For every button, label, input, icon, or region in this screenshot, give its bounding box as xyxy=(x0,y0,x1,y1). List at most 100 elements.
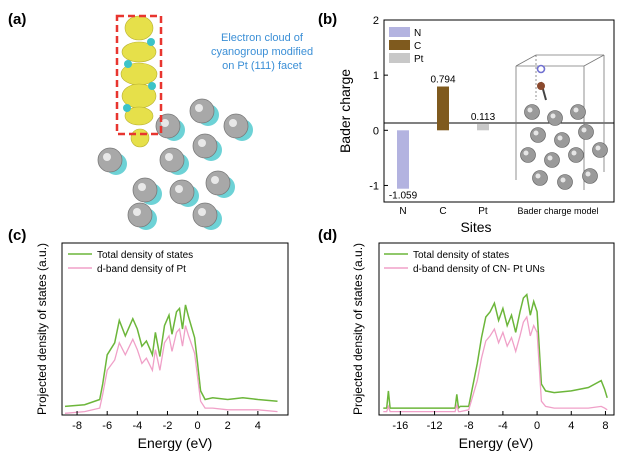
x-tick-label-b: Bader charge model xyxy=(517,206,598,216)
atom-highlight xyxy=(560,177,566,183)
atom-highlight xyxy=(535,173,541,179)
pt-atom-model xyxy=(520,147,536,163)
pt-atom-model xyxy=(544,152,560,168)
series-line-total-d xyxy=(383,293,608,410)
atom-highlight xyxy=(198,139,206,147)
c-atom-model xyxy=(537,82,545,90)
pt-atom xyxy=(223,113,249,139)
bar-value-label: 0.794 xyxy=(430,75,455,86)
cell-edge xyxy=(583,54,605,67)
y-ticks-b: -1 0 1 2 xyxy=(369,15,388,192)
bar-value-label: 0.113 xyxy=(471,112,496,123)
annotation-line-1: Electron cloud of xyxy=(221,32,304,44)
pt-atom xyxy=(169,179,195,205)
plot-frame-c xyxy=(61,242,289,416)
pt-atom xyxy=(189,98,215,124)
series-line-dband-d xyxy=(383,315,608,413)
bar-Pt xyxy=(477,124,489,131)
x-tick-label-b: N xyxy=(399,206,406,217)
cyan-lobe xyxy=(148,82,156,90)
x-ticks-d: -16 -12 -8 -4 0 4 8 xyxy=(392,411,609,432)
pt-atom-model xyxy=(582,168,598,184)
pt-atom-model xyxy=(568,147,584,163)
atom-highlight xyxy=(175,185,183,193)
bar-N xyxy=(397,130,409,189)
annotation-line-3: on Pt (111) facet xyxy=(222,60,302,72)
legend-d: Total density of states d-band density o… xyxy=(384,250,545,275)
x-ticks-c: -8 -6 -4 -2 0 2 4 xyxy=(72,411,261,432)
x-tick-label-d: -8 xyxy=(464,420,474,432)
x-tick-label-c: -2 xyxy=(163,420,173,432)
atom-highlight xyxy=(550,113,556,119)
atom-highlight xyxy=(198,208,206,216)
x-tick-label-d: 0 xyxy=(534,420,540,432)
legend-label-dband-c: d-band density of Pt xyxy=(97,264,186,275)
atom-highlight xyxy=(547,155,553,161)
atom-highlight xyxy=(571,150,577,156)
panel-a-illustration: Electron cloud of cyanogroup modified on… xyxy=(97,14,313,230)
legend-label-b: Pt xyxy=(414,54,424,65)
panel-label-c: (c) xyxy=(8,227,26,244)
pt-atom-model xyxy=(557,174,573,190)
yellow-lobe xyxy=(121,41,157,63)
cyan-lobe xyxy=(123,104,131,112)
atom-highlight xyxy=(523,150,529,156)
x-tick-label-d: 4 xyxy=(568,420,574,432)
cyan-lobe xyxy=(147,38,155,46)
y-axis-label-b: Bader charge xyxy=(337,69,353,153)
atom-highlight xyxy=(595,145,601,151)
legend-label-total-c: Total density of states xyxy=(97,250,193,261)
yellow-lobe xyxy=(124,15,154,41)
atom-highlight xyxy=(103,153,111,161)
x-ticks-b: N C Pt Bader charge model xyxy=(399,206,598,217)
panel-label-a: (a) xyxy=(8,11,26,28)
legend-c: Total density of states d-band density o… xyxy=(68,250,193,275)
pt-atom xyxy=(192,202,218,228)
bar-C xyxy=(437,86,449,131)
legend-label-dband-d: d-band density of CN- Pt UNs xyxy=(413,264,545,275)
atom-highlight xyxy=(211,176,219,184)
pt-atom xyxy=(132,177,158,203)
x-tick-label-c: -4 xyxy=(132,420,142,432)
pt-atom-model xyxy=(592,142,608,158)
y-axis-label-d: Projected density of states (a.u.) xyxy=(351,243,365,415)
x-axis-label-b: Sites xyxy=(460,219,491,235)
plot-frame-b xyxy=(383,19,615,203)
y-tick-label-b: 2 xyxy=(373,15,379,27)
pt-atom-model xyxy=(532,170,548,186)
atom-highlight xyxy=(573,107,579,113)
legend-label-b: C xyxy=(414,41,421,52)
legend-b: NC Pt xyxy=(389,27,424,65)
atom-highlight xyxy=(585,171,591,177)
bar-value-label: -1.059 xyxy=(389,191,418,202)
legend-swatch-b xyxy=(389,53,410,63)
x-tick-label-b: Pt xyxy=(478,206,488,217)
pt-atom-model xyxy=(547,110,563,126)
y-tick-label-b: 1 xyxy=(373,70,379,82)
atom-highlight xyxy=(165,153,173,161)
series-line-dband-c xyxy=(64,325,278,414)
annotation-line-2: cyanogroup modified xyxy=(211,46,313,58)
series-line-total-c xyxy=(64,304,278,408)
panel-d-dos-chart: -16 -12 -8 -4 0 4 8 Total density of states d-… xyxy=(351,242,615,451)
atom-highlight xyxy=(229,119,237,127)
atom-highlight xyxy=(133,208,141,216)
n-atom-model xyxy=(536,64,546,74)
x-axis-label-d: Energy (eV) xyxy=(459,435,534,451)
cell-edge xyxy=(515,54,537,67)
cyan-lobe xyxy=(124,60,132,68)
plot-frame-d xyxy=(378,242,615,416)
panel-c-dos-chart: -8 -6 -4 -2 0 2 4 Total density of states d-ba… xyxy=(35,242,289,451)
x-tick-label-c: -6 xyxy=(102,420,112,432)
x-tick-label-c: 2 xyxy=(225,420,231,432)
yellow-lobe xyxy=(124,106,154,126)
x-tick-label-b: C xyxy=(439,206,446,217)
pt-atom xyxy=(155,113,181,139)
x-tick-label-d: -16 xyxy=(392,420,408,432)
pt-atoms-group xyxy=(97,98,253,230)
legend-swatch-b xyxy=(389,27,410,37)
pt-atom-model xyxy=(570,104,586,120)
x-tick-label-d: 8 xyxy=(602,420,608,432)
